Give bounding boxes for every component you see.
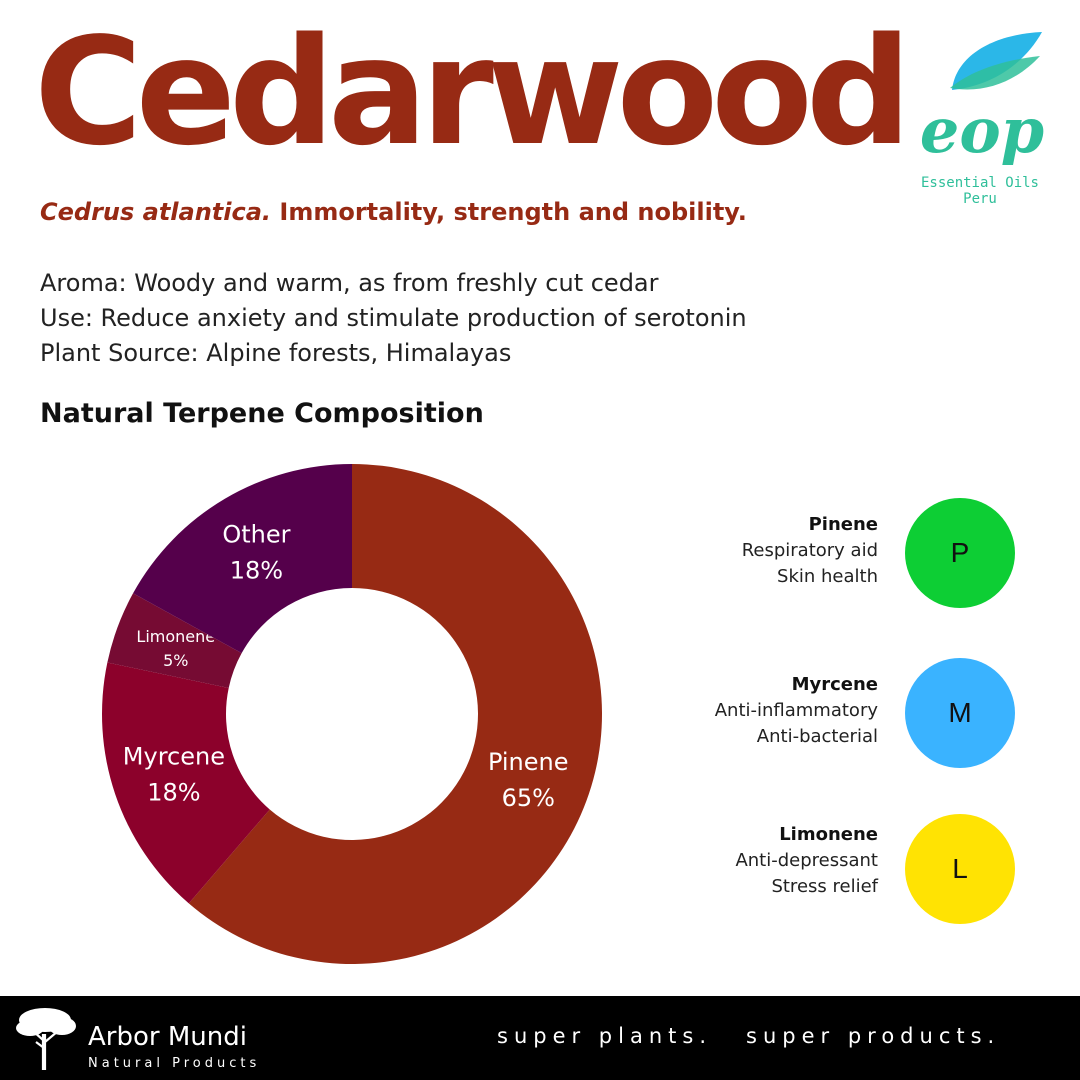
- footer-tagline: super plants. super products.: [497, 1026, 1000, 1047]
- benefit-name: Myrcene: [791, 674, 878, 695]
- benefit-line: Anti-inflammatory: [714, 700, 878, 721]
- brand-name: Arbor Mundi: [88, 1022, 247, 1052]
- donut-slice-other: [133, 464, 352, 654]
- slice-value-other: 18%: [230, 557, 283, 585]
- benefit-line: Skin health: [777, 566, 878, 587]
- slice-value-limonene: 5%: [163, 651, 188, 670]
- product-title: Cedarwood: [34, 6, 912, 178]
- tagline-2: super products.: [746, 1024, 1001, 1048]
- benefit-myrcene: Myrcene Anti-inflammatory Anti-bacterial: [560, 672, 878, 750]
- donut-slice-limonene: [107, 593, 242, 689]
- terpene-donut-chart: Pinene 65% Myrcene 18% Limonene 5% Other 18%: [102, 464, 602, 964]
- leaf-icon: eop: [920, 32, 1044, 167]
- tagline-1: super plants.: [497, 1024, 713, 1048]
- badge-pinene: P: [905, 498, 1015, 608]
- aroma-line: Aroma: Woody and warm, as from freshly c…: [40, 269, 659, 297]
- benefit-pinene: Pinene Respiratory aid Skin health: [560, 512, 878, 590]
- benefit-limonene: Limonene Anti-depressant Stress relief: [560, 822, 878, 900]
- footer: Arbor Mundi Natural Products super plant…: [0, 996, 1080, 1080]
- tagline-text: Immortality, strength and nobility.: [279, 198, 747, 226]
- source-line: Plant Source: Alpine forests, Himalayas: [40, 339, 512, 367]
- logo-line-1: Essential Oils: [920, 175, 1039, 191]
- info-block: Aroma: Woody and warm, as from freshly c…: [40, 266, 747, 371]
- brand-subtitle: Natural Products: [88, 1056, 261, 1071]
- benefit-line: Respiratory aid: [741, 540, 878, 561]
- eop-logo: eop Essential Oils Peru: [900, 24, 1060, 214]
- badge-myrcene: M: [905, 658, 1015, 768]
- section-title: Natural Terpene Composition: [40, 398, 484, 429]
- tree-icon: [16, 1008, 76, 1070]
- subtitle: Cedrus atlantica. Immortality, strength …: [40, 198, 747, 226]
- slice-label-other: Other: [222, 521, 290, 549]
- slice-value-myrcene: 18%: [147, 779, 200, 807]
- slice-value-pinene: 65%: [502, 784, 555, 812]
- slice-label-pinene: Pinene: [488, 748, 569, 776]
- benefit-name: Pinene: [808, 514, 878, 535]
- donut-slice-pinene: [188, 464, 602, 964]
- benefit-name: Limonene: [779, 824, 878, 845]
- badge-limonene: L: [905, 814, 1015, 924]
- donut-slice-myrcene: [102, 662, 270, 904]
- benefit-line: Anti-bacterial: [756, 726, 878, 747]
- slice-label-myrcene: Myrcene: [123, 743, 225, 771]
- benefit-line: Anti-depressant: [735, 850, 878, 871]
- species-name: Cedrus atlantica.: [40, 198, 272, 226]
- logo-line-2: Peru: [963, 191, 997, 207]
- logo-mark: eop: [920, 94, 1044, 167]
- slice-label-limonene: Limonene: [136, 627, 215, 646]
- benefit-line: Stress relief: [771, 876, 878, 897]
- use-line: Use: Reduce anxiety and stimulate produc…: [40, 304, 747, 332]
